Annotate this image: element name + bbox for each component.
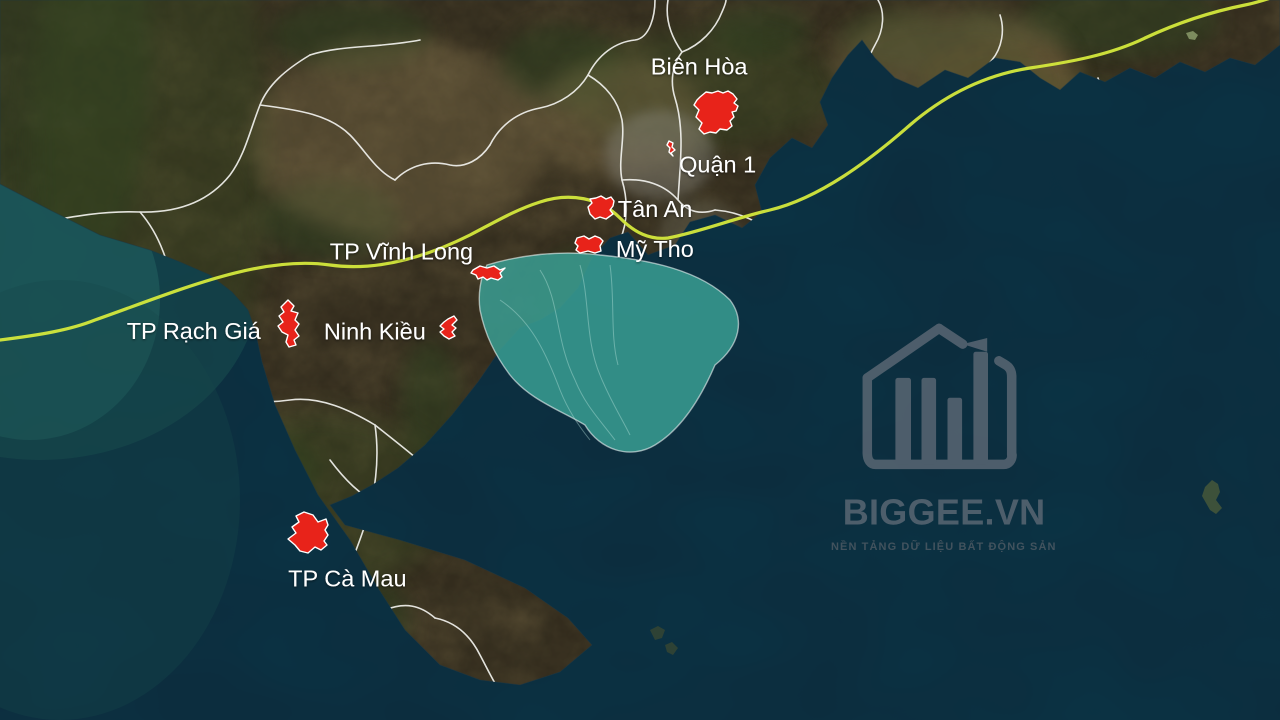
svg-text:TP Vĩnh Long: TP Vĩnh Long xyxy=(330,239,473,265)
svg-text:Biên Hòa: Biên Hòa xyxy=(651,54,749,80)
svg-text:BIGGEE.VN: BIGGEE.VN xyxy=(843,492,1046,533)
svg-text:Mỹ Tho: Mỹ Tho xyxy=(616,236,694,262)
svg-text:NỀN TẢNG DỮ LIỆU BẤT ĐỘNG SẢN: NỀN TẢNG DỮ LIỆU BẤT ĐỘNG SẢN xyxy=(831,540,1057,553)
svg-text:Ninh Kiều: Ninh Kiều xyxy=(324,319,426,345)
svg-text:TP Cà Mau: TP Cà Mau xyxy=(288,566,406,592)
svg-text:Quận 1: Quận 1 xyxy=(679,151,756,177)
svg-text:TP Rạch Giá: TP Rạch Giá xyxy=(127,318,262,344)
svg-text:Tân An: Tân An xyxy=(618,196,692,222)
